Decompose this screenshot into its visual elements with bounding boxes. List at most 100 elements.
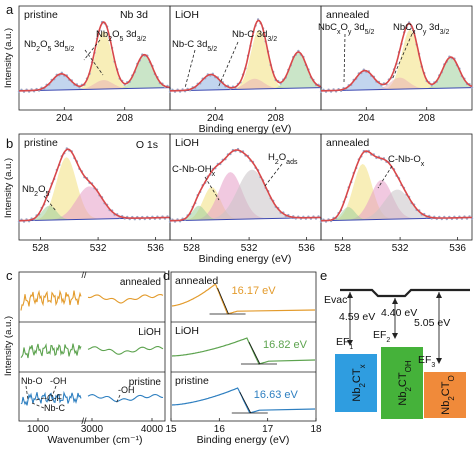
component-peak-nb2o5_3d5 [170,29,321,91]
annotation-nbcxoy-3d52: NbCxOy 3d5/2 [318,22,374,36]
material-label-EF1: Nb2CTx [351,364,367,401]
panel-a-nb3d: 204 208 pristine 204 208 LiOH 204 208 annealed aI… [3,2,474,135]
x-axis-label: Wavenumber (cm⁻¹) [48,434,143,446]
ups-trace-LiOH [171,337,316,365]
annotation-arrow [25,385,29,401]
x-tick-label: 528 [183,243,200,254]
ups-trace-annealed [171,283,316,315]
arrow-head [392,298,398,304]
annotation-nb2o5-3d32: Nb2O5 3d3/2 [96,29,146,43]
component-peak-o_green [170,205,321,221]
annotation-nbc-3d52: Nb-C 3d5/2 [172,39,217,53]
x-tick-label: 536 [298,243,315,254]
x-tick-label: 1000 [27,424,50,435]
annotation-arrow [377,165,393,189]
x-tick-label: 532 [392,243,409,254]
annotation-arrow [184,49,196,89]
x-tick-label: 208 [418,113,435,124]
annotation-nb2o5: Nb2O5 [22,184,49,198]
series-label-annealed: annealed [120,277,161,288]
background-line [169,87,322,92]
annotation-arrow [43,195,57,212]
x-tick-label: 208 [116,113,133,124]
cutoff-tangent-line [217,287,229,315]
material-box-EF3 [424,372,466,418]
subplot-frame [170,271,317,422]
x-tick-label: 18 [310,424,322,435]
envelope-fit-line [170,19,322,92]
ups-trace-pristine [171,387,316,414]
annotation-arrow [84,49,104,76]
x-tick-label: 532 [90,243,107,254]
annotation-arrow [391,33,413,81]
annotation-oh-stretch: -OH [118,385,135,395]
arrow-head [347,340,353,346]
x-tick-label: 16 [214,424,226,435]
ftir-trace-left-annealed [20,289,82,311]
envelope-fit-line [170,149,321,222]
ftir-trace-right-annealed [87,293,164,304]
annotation-nb2o5-3d52: Nb2O5 3d5/2 [24,39,74,53]
annotation-arrow [83,39,101,61]
material-box-EF2 [381,347,423,419]
x-axis-label: Binding energy (eV) [199,253,292,265]
x-tick-label: 15 [165,424,177,435]
fermi-level-label-EF3: EF3 [418,354,435,369]
subplot-label-LiOH: LiOH [175,9,199,21]
axis-break-mark: // [81,416,87,426]
panel-e-energy-diagram: e Evac 4.59 eV EF1 Nb2CTx 4.40 eV EF2 Nb2CTOH 5.… [320,268,470,419]
panel-b-o1s: 528 532 536 pristine 528 532 536 LiOH 528 532 536 a… [3,133,474,265]
subplot-label-pristine: pristine [24,9,58,21]
component-peak-o_yellow [19,157,170,221]
fermi-level-label-EF2: EF2 [373,329,390,344]
subplot-label-annealed: annealed [326,9,369,21]
x-tick-label: 536 [449,243,466,254]
background-line [320,87,473,92]
component-peak-nb2o5_3d5 [19,31,170,91]
cutoff-value-label-LiOH: 16.82 eV [263,339,308,351]
arrow-head [436,292,442,298]
ftir-trace-left-LiOH [20,342,82,359]
y-axis-label: Intensity (a.u.) [3,28,14,88]
envelope-fit-line [321,150,472,222]
background-line [18,87,171,92]
annotation-c-nb-ohx: C-Nb-OHx [172,164,216,178]
x-axis-label: Binding energy (eV) [199,123,292,135]
component-peak-o_yellow [321,164,472,221]
series-label-pristine: pristine [175,375,209,387]
element-label-o1s: O 1s [136,139,158,151]
annotation-oh: -OH [50,376,67,386]
subplot-frame-annealed [320,133,473,241]
work-function-label-EF2: 4.40 eV [381,307,417,319]
annotation-arrow [115,394,121,405]
component-peak-o_yellow [170,187,321,221]
x-axis-label: Binding energy (eV) [197,434,290,446]
x-tick-label: 4000 [141,424,164,435]
annotation-arrow [51,385,57,398]
ftir-trace-left-pristine [20,390,82,406]
component-peak-o_grey [170,169,321,221]
component-peak-nbc_3d3 [321,77,472,91]
axis-break-mark: // [81,270,87,280]
x-tick-label: 528 [334,243,351,254]
x-tick-label: 208 [267,113,284,124]
annotation-nb-o: Nb-O [21,376,43,386]
annotation-arrow [204,176,220,201]
subplot-label-pristine: pristine [24,137,58,149]
ftir-trace-right-pristine [87,393,164,403]
x-tick-label: 204 [56,113,73,124]
component-peak-o_green [19,205,170,221]
x-tick-label: 536 [147,243,164,254]
panel-letter-d: d [163,268,170,283]
series-label-LiOH: LiOH [138,327,161,338]
subplot-frame [18,271,166,422]
material-label-EF3: Nb2CTO [440,375,456,414]
vacuum-level-line [340,288,470,298]
y-axis-label: Intensity (a.u.) [3,158,14,218]
work-function-label-EF3: 5.05 eV [414,317,450,329]
annotation-nb-c: Nb-C [44,403,66,413]
x-tick-label: 528 [32,243,49,254]
panel-letter-e: e [320,268,327,283]
envelope-fit-line [19,21,171,92]
component-peak-o_pink [19,186,170,221]
